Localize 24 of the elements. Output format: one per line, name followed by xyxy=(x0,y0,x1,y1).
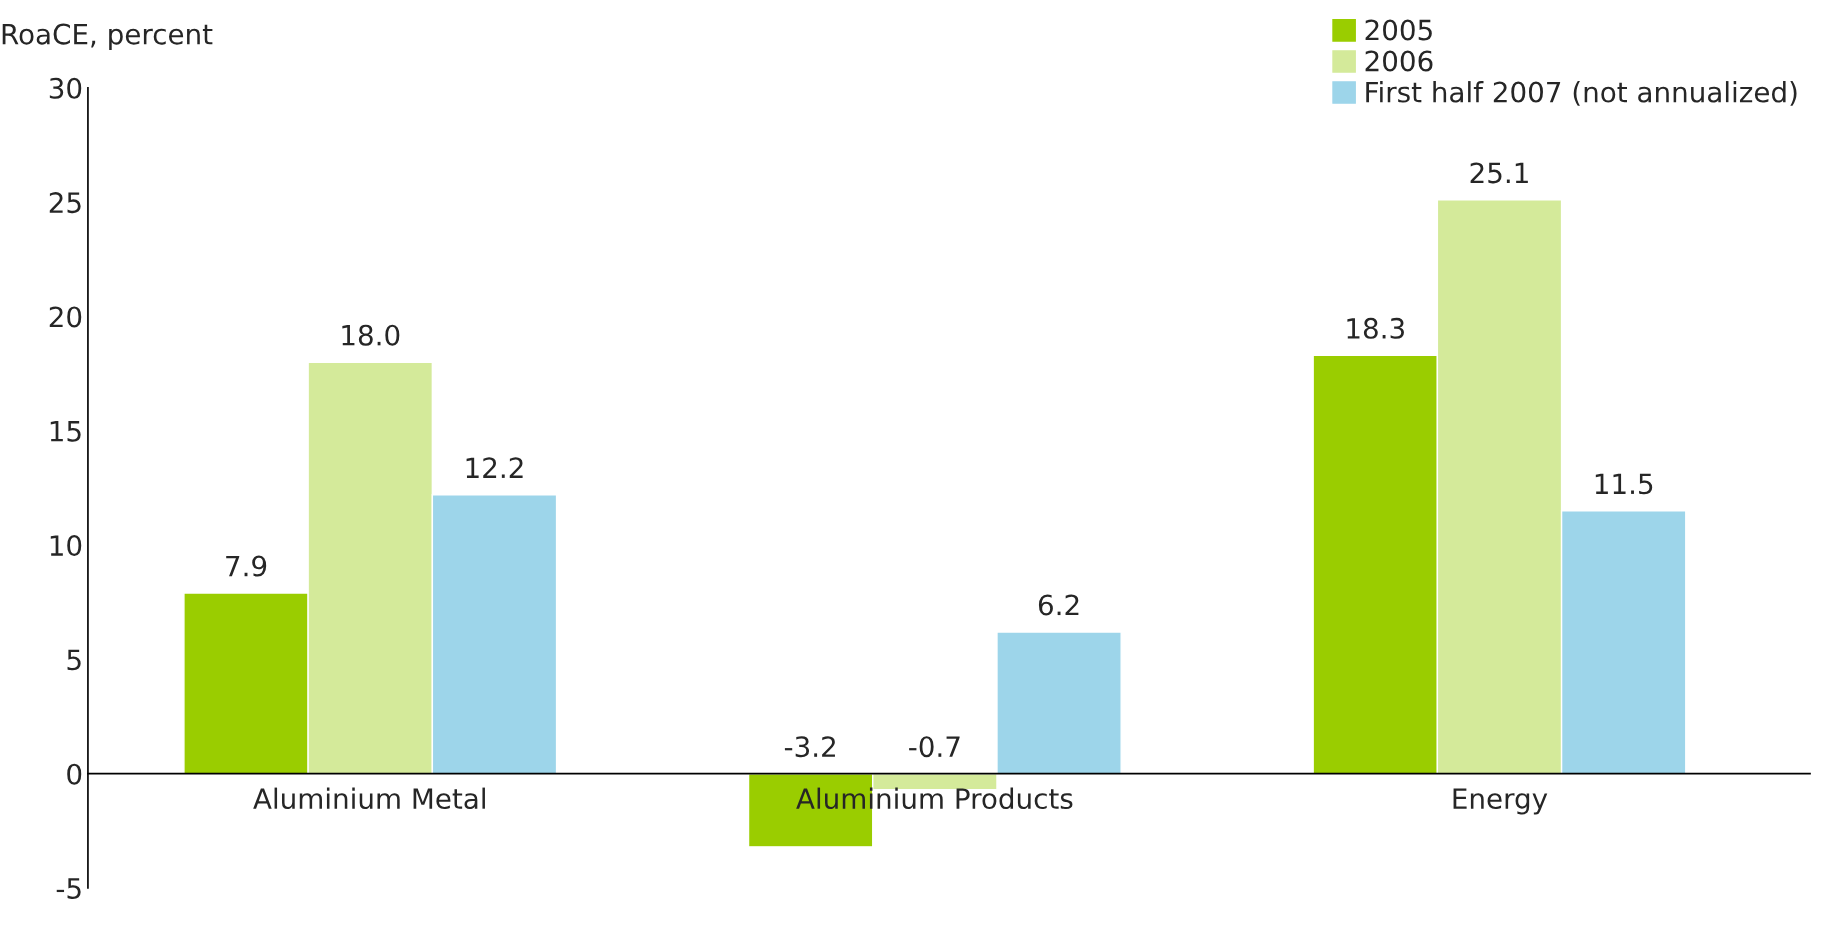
y-tick-label: 30 xyxy=(49,77,82,99)
legend-label: First half 2007 (not annualized) xyxy=(1366,81,1797,106)
y-tick-label: -5 xyxy=(56,878,81,899)
data-label: -3.2 xyxy=(784,736,835,758)
y-tick-label: 20 xyxy=(49,306,82,328)
y-tick-label: 10 xyxy=(50,535,82,557)
data-label: 7.9 xyxy=(226,555,267,577)
data-label: 18.3 xyxy=(1347,317,1404,339)
bar xyxy=(996,631,1122,775)
x-tick-label: Aluminium Metal xyxy=(253,787,485,810)
data-label: -0.7 xyxy=(909,736,960,758)
data-label: 12.2 xyxy=(466,457,523,478)
data-label: 25.1 xyxy=(1470,162,1528,184)
y-tick-label: 0 xyxy=(67,763,82,785)
data-label: 11.5 xyxy=(1595,473,1653,495)
legend-label: 2006 xyxy=(1365,50,1433,72)
y-tick-label: 5 xyxy=(67,649,81,671)
y-tick-label: 15 xyxy=(50,421,81,442)
y-axis-title: RoaCE, percent xyxy=(2,23,213,51)
data-label: 18.0 xyxy=(342,324,400,346)
x-tick-label: Energy xyxy=(1453,788,1548,815)
data-label: 6.2 xyxy=(1038,594,1079,616)
legend-label: 2005 xyxy=(1365,19,1432,41)
y-tick-label: 25 xyxy=(49,192,81,214)
